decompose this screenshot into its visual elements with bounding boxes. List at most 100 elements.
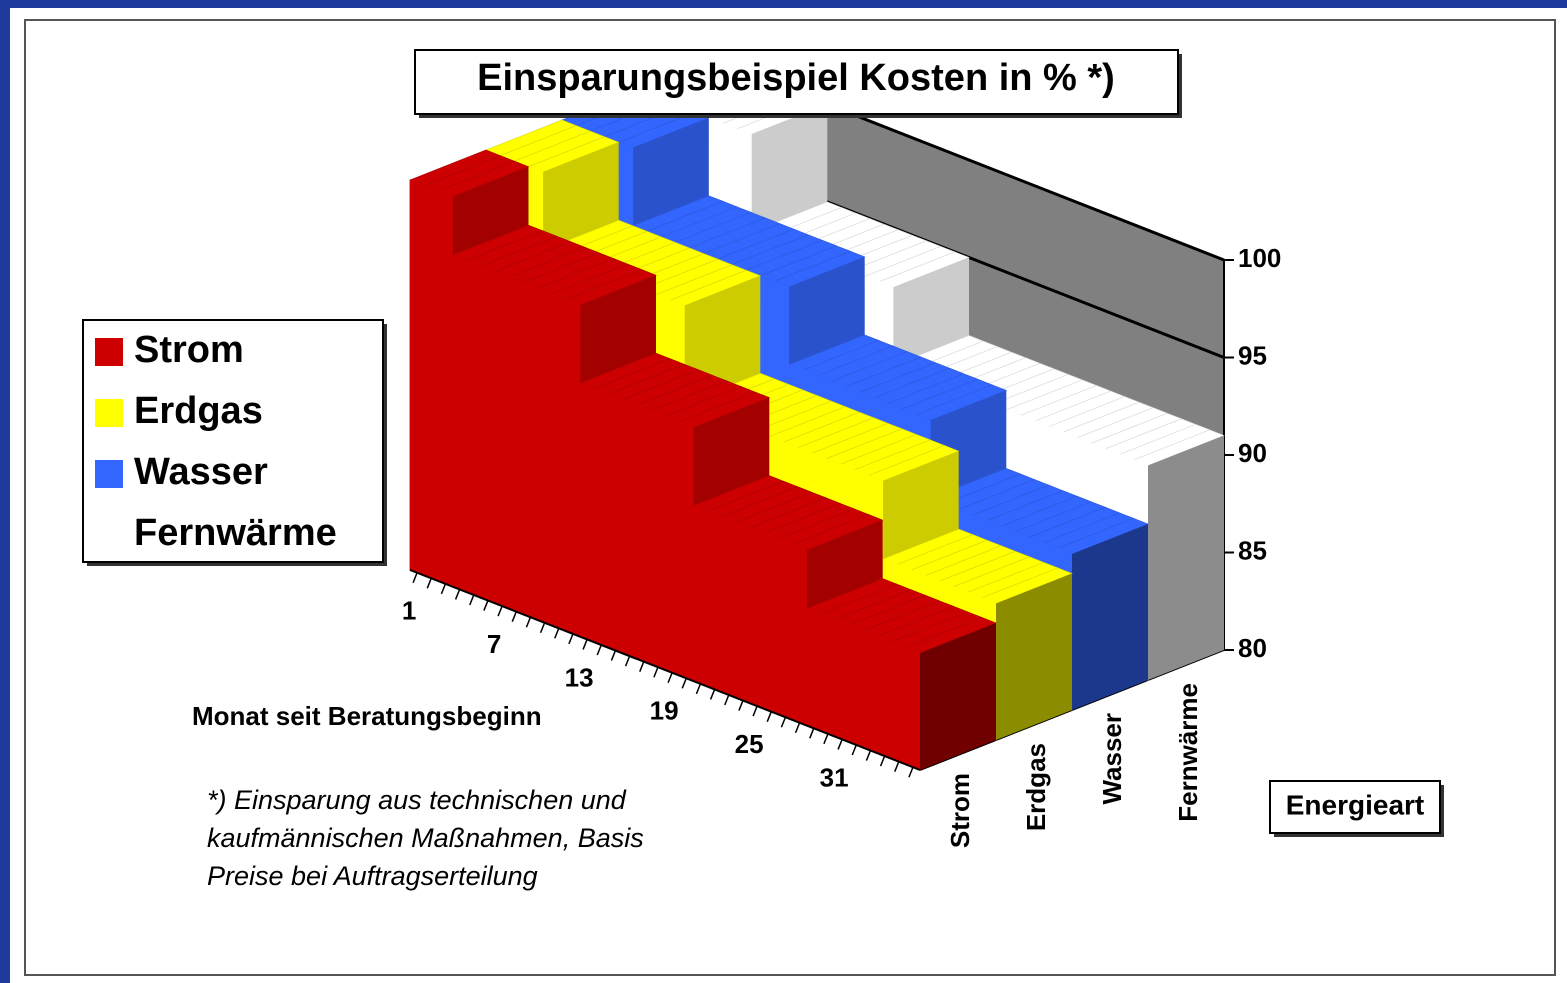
legend-swatch: [95, 460, 123, 488]
x-minor-tick: [709, 689, 716, 700]
area-front: [650, 410, 666, 671]
legend: [82, 319, 384, 563]
x-minor-tick: [639, 661, 645, 672]
area-riser: [452, 166, 529, 256]
y-tick-label: 85: [1238, 535, 1267, 565]
area-riser: [693, 397, 770, 506]
area-front: [862, 630, 878, 754]
area-riser: [788, 256, 865, 365]
x-minor-tick: [454, 589, 461, 600]
legend-swatch: [95, 338, 123, 366]
x-minor-tick: [412, 572, 418, 584]
footnote-line: Preise bei Auftragserteilung: [207, 861, 538, 891]
x-minor-tick: [865, 750, 872, 761]
legend-swatch: [95, 399, 123, 427]
area-front: [636, 404, 652, 665]
area-front: [707, 510, 723, 693]
area-end: [1072, 524, 1148, 710]
area-riser: [580, 275, 656, 384]
area-front: [806, 608, 822, 732]
area-front: [607, 393, 623, 654]
legend-label: Fernwärme: [134, 512, 337, 554]
area-front: [848, 624, 864, 749]
area-riser: [632, 117, 709, 226]
footnote: *) Einsparung aus technischen und kaufmä…: [207, 785, 644, 891]
area-riser: [751, 104, 828, 232]
x-minor-tick: [426, 578, 432, 589]
x-minor-tick: [794, 722, 801, 734]
x-axis: [409, 569, 921, 771]
x-minor-tick: [823, 733, 829, 745]
frame: [24, 19, 1556, 976]
x-tick-label: 1: [402, 596, 416, 626]
area-front: [565, 299, 581, 638]
y-tick-label: 90: [1238, 438, 1267, 468]
area-front: [834, 619, 850, 743]
x-minor-tick: [539, 622, 546, 634]
area-front: [678, 421, 694, 682]
x-tick-label: 19: [650, 696, 679, 726]
x-minor-tick: [568, 633, 574, 645]
area-riser: [542, 142, 619, 251]
x-minor-tick: [681, 678, 687, 689]
legend-swatch: [95, 521, 123, 549]
area-riser: [882, 451, 959, 560]
area-front: [537, 287, 553, 627]
x-minor-tick: [695, 683, 702, 695]
chart-title: Einsparungsbeispiel Kosten in % *): [477, 57, 1115, 99]
x-minor-tick: [879, 755, 886, 767]
area-front: [622, 399, 638, 660]
area-front: [423, 185, 439, 582]
legend-label: Wasser: [134, 451, 268, 493]
area-front: [891, 641, 907, 765]
y-tick-label: 80: [1238, 633, 1267, 663]
area-front: [593, 388, 609, 649]
x-minor-tick: [780, 716, 787, 728]
area-front: [777, 538, 793, 721]
area-front: [551, 293, 567, 632]
area-front: [579, 382, 595, 643]
area-front: [749, 527, 765, 710]
area-front: [692, 505, 708, 688]
x-tick-label: 31: [820, 762, 849, 792]
area-front: [522, 282, 538, 621]
plot: 80 85 90 95 100 Fernwärme Wasser Erdgas Strom 1 7 1…: [402, 58, 1281, 848]
area-front: [437, 190, 453, 588]
legend-label: Strom: [134, 329, 244, 371]
x-tick-label: 13: [565, 662, 594, 692]
x-minor-tick: [724, 694, 730, 706]
x-minor-tick: [653, 666, 659, 678]
x-minor-tick: [582, 639, 588, 650]
y-tick-label: 95: [1238, 340, 1267, 370]
depth-tick-label: Wasser: [1097, 713, 1127, 805]
x-minor-tick: [554, 628, 560, 639]
area-front: [792, 543, 808, 727]
x-minor-tick: [440, 583, 447, 595]
x-minor-tick: [511, 611, 517, 622]
depth-tick-label: Strom: [945, 773, 975, 848]
area-front: [409, 179, 425, 577]
depth-label-box: [1269, 780, 1441, 834]
x-minor-tick: [596, 644, 602, 656]
depth-tick-label: Erdgas: [1021, 743, 1051, 831]
x-minor-tick: [851, 744, 857, 756]
x-minor-tick: [497, 605, 503, 617]
title-box: [414, 49, 1179, 115]
y-tick-label: 100: [1238, 243, 1281, 273]
x-minor-tick: [752, 705, 758, 717]
area-riser: [806, 520, 883, 609]
x-minor-tick: [525, 616, 532, 628]
area-front: [820, 613, 836, 738]
x-minor-tick: [809, 728, 815, 739]
x-axis-title: Monat seit Beratungsbeginn: [192, 701, 542, 731]
area-front: [494, 271, 510, 610]
depth-tick-label: Fernwärme: [1173, 683, 1203, 822]
legend-label: Erdgas: [134, 390, 263, 432]
area-end: [1148, 435, 1224, 680]
legend-entries: Strom Erdgas Wasser Fernwärme: [95, 329, 337, 554]
x-minor-tick: [738, 700, 744, 711]
area-front: [735, 521, 751, 704]
area-end: [920, 623, 996, 770]
